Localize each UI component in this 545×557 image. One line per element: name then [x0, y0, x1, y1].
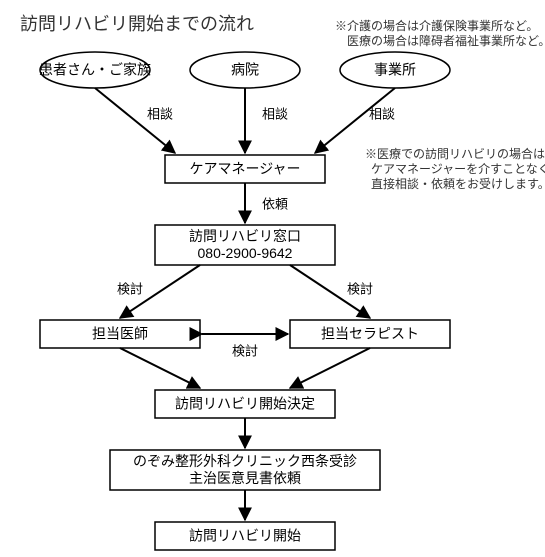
node-decision: 訪問リハビリ開始決定 — [155, 390, 335, 418]
edge-review-2: 検討 — [347, 281, 373, 296]
node-doctor-label: 担当医師 — [92, 326, 148, 342]
node-window-label1: 訪問リハビリ窓口 — [189, 228, 301, 244]
node-clinic-label1: のぞみ整形外科クリニック西条受診 — [133, 453, 357, 469]
edge-doctor-decision — [120, 348, 200, 388]
side-note-3: 直接相談・依頼をお受けします。 — [371, 176, 545, 191]
node-office-label: 事業所 — [374, 62, 416, 78]
node-doctor: 担当医師 — [40, 320, 200, 348]
node-clinic-label2: 主治医意見書依頼 — [189, 470, 301, 486]
node-hospital-label: 病院 — [231, 62, 259, 78]
edge-review-3: 検討 — [232, 343, 258, 358]
node-patient: 患者さん・ご家族 — [39, 52, 151, 88]
top-note-1: ※介護の場合は介護保険事業所など。 — [335, 18, 538, 33]
edge-consult-1: 相談 — [147, 106, 173, 121]
node-caremgr-label: ケアマネージャー — [189, 161, 300, 177]
top-note-2: 医療の場合は障碍者福祉事業所など。 — [347, 33, 545, 48]
side-note-2: ケアマネージャーを介すことなく、 — [371, 162, 545, 176]
node-window-label2: 080-2900-9642 — [198, 245, 293, 261]
node-caremgr: ケアマネージャー — [165, 155, 325, 183]
node-start: 訪問リハビリ開始 — [155, 522, 335, 550]
node-therapist-label: 担当セラピスト — [321, 326, 419, 342]
node-window: 訪問リハビリ窓口 080-2900-9642 — [155, 225, 335, 265]
edge-review-1: 検討 — [117, 281, 143, 296]
node-office: 事業所 — [340, 52, 450, 88]
edge-consult-3: 相談 — [369, 106, 395, 121]
node-clinic: のぞみ整形外科クリニック西条受診 主治医意見書依頼 — [110, 450, 380, 490]
page-title: 訪問リハビリ開始までの流れ — [20, 14, 254, 34]
edge-consult-2: 相談 — [262, 106, 288, 121]
edge-therapist-decision — [290, 348, 370, 388]
node-decision-label: 訪問リハビリ開始決定 — [175, 396, 315, 412]
node-therapist: 担当セラピスト — [290, 320, 450, 348]
node-hospital: 病院 — [190, 52, 300, 88]
node-patient-label: 患者さん・ご家族 — [39, 62, 151, 78]
node-start-label: 訪問リハビリ開始 — [189, 528, 301, 544]
edge-request-label: 依頼 — [262, 196, 288, 211]
side-note-1: ※医療での訪問リハビリの場合は、 — [365, 146, 545, 161]
